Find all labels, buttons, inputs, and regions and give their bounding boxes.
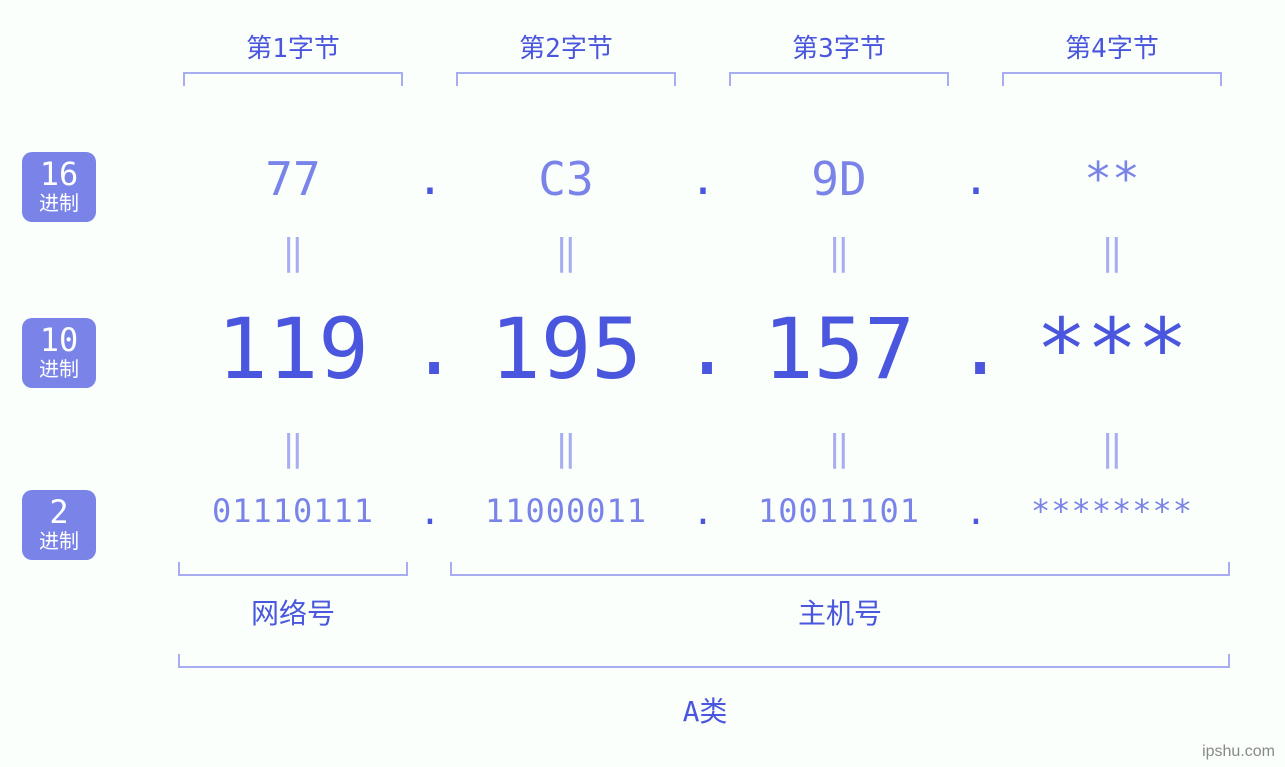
hex-dot-3: . xyxy=(961,154,991,205)
equals-icon: ‖ xyxy=(1092,232,1132,273)
hex-byte-4: ** xyxy=(1037,152,1187,206)
radix-badge-bin: 2 进制 xyxy=(22,490,96,560)
bin-dot-2: . xyxy=(688,492,718,533)
watermark: ipshu.com xyxy=(1202,743,1275,761)
radix-num: 2 xyxy=(22,496,96,528)
byte-header-2: 第2字节 xyxy=(516,28,616,65)
bin-byte-4: ******** xyxy=(997,492,1227,530)
host-bracket xyxy=(450,562,1230,576)
equals-icon: ‖ xyxy=(546,232,586,273)
top-bracket-1 xyxy=(183,72,403,86)
radix-badge-dec: 10 进制 xyxy=(22,318,96,388)
byte-header-3: 第3字节 xyxy=(789,28,889,65)
dec-byte-4: *** xyxy=(997,300,1227,398)
radix-sub: 进制 xyxy=(22,192,96,214)
dec-byte-2: 195 xyxy=(451,300,681,398)
network-bracket xyxy=(178,562,408,576)
byte-header-4: 第4字节 xyxy=(1062,28,1162,65)
dec-byte-1: 119 xyxy=(178,300,408,398)
dec-dot-1: . xyxy=(410,300,450,393)
top-bracket-2 xyxy=(456,72,676,86)
bin-dot-1: . xyxy=(415,492,445,533)
byte-header-1: 第1字节 xyxy=(243,28,343,65)
hex-byte-2: C3 xyxy=(491,152,641,206)
radix-sub: 进制 xyxy=(22,530,96,552)
hex-dot-2: . xyxy=(688,154,718,205)
dec-dot-3: . xyxy=(956,300,996,393)
hex-byte-3: 9D xyxy=(764,152,914,206)
class-bracket xyxy=(178,654,1230,668)
equals-icon: ‖ xyxy=(273,232,313,273)
hex-byte-1: 77 xyxy=(218,152,368,206)
radix-badge-hex: 16 进制 xyxy=(22,152,96,222)
bin-byte-1: 01110111 xyxy=(178,492,408,530)
bin-dot-3: . xyxy=(961,492,991,533)
hex-dot-1: . xyxy=(415,154,445,205)
radix-num: 10 xyxy=(22,324,96,356)
dec-dot-2: . xyxy=(683,300,723,393)
host-label: 主机号 xyxy=(790,592,890,632)
equals-icon: ‖ xyxy=(819,428,859,469)
class-label: A类 xyxy=(670,690,740,730)
bin-byte-3: 10011101 xyxy=(724,492,954,530)
radix-sub: 进制 xyxy=(22,358,96,380)
dec-byte-3: 157 xyxy=(724,300,954,398)
top-bracket-3 xyxy=(729,72,949,86)
bin-byte-2: 11000011 xyxy=(451,492,681,530)
equals-icon: ‖ xyxy=(819,232,859,273)
equals-icon: ‖ xyxy=(273,428,313,469)
equals-icon: ‖ xyxy=(546,428,586,469)
network-label: 网络号 xyxy=(243,592,343,632)
equals-icon: ‖ xyxy=(1092,428,1132,469)
top-bracket-4 xyxy=(1002,72,1222,86)
radix-num: 16 xyxy=(22,158,96,190)
